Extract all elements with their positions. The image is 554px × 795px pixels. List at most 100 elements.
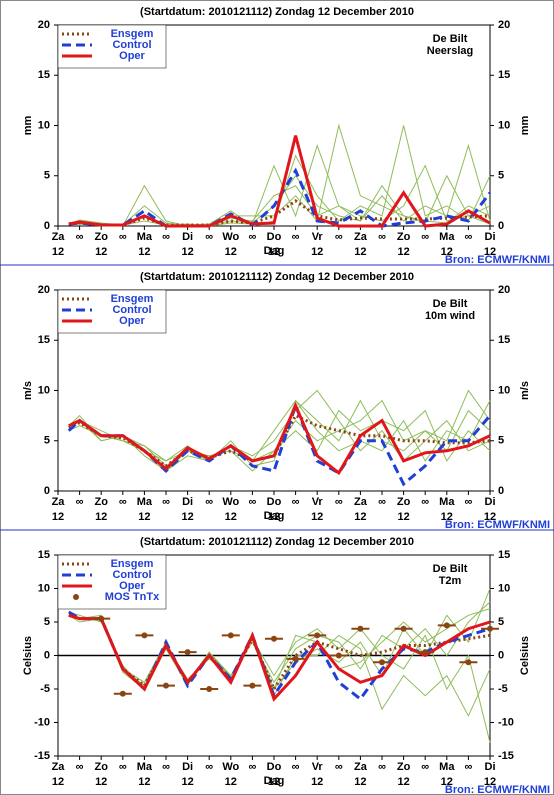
x-tick-label: Di (485, 496, 496, 508)
location: De Bilt (433, 563, 468, 575)
chart-title: (Startdatum: 2010121112) Zondag 12 Decem… (140, 536, 414, 548)
source: Bron: ECMWF/KNMI (445, 519, 550, 531)
y-tick-label-right: 5 (498, 170, 504, 182)
x-sub-label: 12 (311, 776, 323, 788)
legend-label: Control (112, 304, 151, 316)
x-tick-label: Ma (137, 496, 153, 508)
x-tick-label: ∞ (76, 496, 84, 508)
y-tick-label: 0 (44, 220, 50, 232)
x-sub-label: 12 (181, 511, 193, 523)
x-sub-label: 12 (484, 776, 496, 788)
y-tick-label: 5 (44, 616, 50, 628)
x-tick-label: Za (354, 496, 368, 508)
x-tick-label: ∞ (378, 761, 386, 773)
parameter: 10m wind (425, 310, 475, 322)
x-tick-label: ∞ (205, 761, 213, 773)
x-tick-label: ∞ (205, 496, 213, 508)
x-tick-label: ∞ (292, 761, 300, 773)
x-axis-label: Dag (264, 775, 285, 787)
x-tick-label: ∞ (464, 761, 472, 773)
y-tick-label: -15 (34, 750, 50, 762)
chart-title: (Startdatum: 2010121112) Zondag 12 Decem… (140, 6, 414, 18)
y-tick-label-right: 10 (498, 582, 510, 594)
y-axis-label: mm (22, 116, 34, 136)
mos-point (357, 625, 364, 632)
x-tick-label: ∞ (292, 496, 300, 508)
x-tick-label: ∞ (464, 231, 472, 243)
y-tick-label: 5 (44, 435, 50, 447)
x-tick-label: Zo (94, 761, 108, 773)
y-axis-label-right: Celsius (519, 636, 531, 675)
y-axis-label-right: m/s (519, 381, 531, 400)
x-axis-label: Dag (264, 510, 285, 522)
x-tick-label: ∞ (248, 496, 256, 508)
x-tick-label: ∞ (162, 496, 170, 508)
mos-point (379, 659, 385, 666)
y-tick-label: 15 (38, 334, 50, 346)
x-tick-label: Di (485, 231, 496, 243)
x-tick-label: Za (52, 231, 66, 243)
legend-label: MOS TnTx (105, 591, 160, 603)
y-tick-label-right: 10 (498, 119, 510, 131)
x-tick-label: ∞ (421, 231, 429, 243)
y-tick-label: -10 (34, 716, 50, 728)
x-sub-label: 12 (225, 246, 237, 258)
source: Bron: ECMWF/KNMI (445, 784, 550, 795)
x-tick-label: ∞ (464, 496, 472, 508)
x-sub-label: 12 (397, 776, 409, 788)
source: Bron: ECMWF/KNMI (445, 254, 550, 266)
x-sub-label: 12 (52, 511, 64, 523)
x-sub-label: 12 (441, 776, 453, 788)
x-tick-label: Vr (312, 231, 324, 243)
y-tick-label: 20 (38, 19, 50, 31)
x-sub-label: 12 (354, 511, 366, 523)
x-tick-label: Ma (439, 761, 455, 773)
mos-point (98, 615, 105, 622)
x-tick-label: Ma (137, 761, 153, 773)
x-sub-label: 12 (95, 511, 107, 523)
x-sub-label: 12 (181, 246, 193, 258)
x-sub-label: 12 (268, 246, 280, 258)
x-tick-label: Za (52, 496, 66, 508)
mos-point (119, 690, 126, 697)
x-tick-label: Wo (222, 496, 239, 508)
x-tick-label: Wo (222, 761, 239, 773)
mos-point (400, 625, 407, 632)
x-sub-label: 12 (138, 776, 150, 788)
mos-point (314, 632, 321, 639)
x-tick-label: ∞ (162, 761, 170, 773)
x-tick-label: Do (267, 496, 282, 508)
y-tick-label-right: 0 (498, 485, 504, 497)
x-sub-label: 12 (311, 246, 323, 258)
ensemble-member (68, 389, 491, 472)
y-tick-label: 20 (38, 284, 50, 296)
x-sub-label: 12 (225, 776, 237, 788)
x-sub-label: 12 (441, 246, 453, 258)
mos-point (141, 632, 148, 639)
y-tick-label-right: 15 (498, 334, 510, 346)
mos-point (422, 649, 429, 656)
x-tick-label: Do (267, 761, 282, 773)
chart-title: (Startdatum: 2010121112) Zondag 12 Decem… (140, 271, 414, 283)
x-sub-label: 12 (441, 511, 453, 523)
y-tick-label-right: -10 (498, 716, 514, 728)
x-tick-label: Di (182, 761, 193, 773)
x-tick-label: Zo (94, 496, 108, 508)
x-tick-label: ∞ (378, 496, 386, 508)
y-tick-label: 0 (44, 649, 50, 661)
y-tick-label-right: 10 (498, 384, 510, 396)
x-tick-label: Za (52, 761, 66, 773)
x-tick-label: ∞ (119, 761, 127, 773)
x-tick-label: ∞ (119, 496, 127, 508)
legend-label: Ensgem (111, 558, 154, 570)
x-tick-label: Zo (397, 496, 411, 508)
x-tick-label: Zo (397, 761, 411, 773)
x-tick-label: Do (267, 231, 282, 243)
x-sub-label: 12 (181, 776, 193, 788)
x-sub-label: 12 (268, 776, 280, 788)
x-tick-label: ∞ (335, 231, 343, 243)
y-tick-label: 5 (44, 170, 50, 182)
x-sub-label: 12 (225, 511, 237, 523)
x-tick-label: Di (485, 761, 496, 773)
legend-label: Control (112, 569, 151, 581)
